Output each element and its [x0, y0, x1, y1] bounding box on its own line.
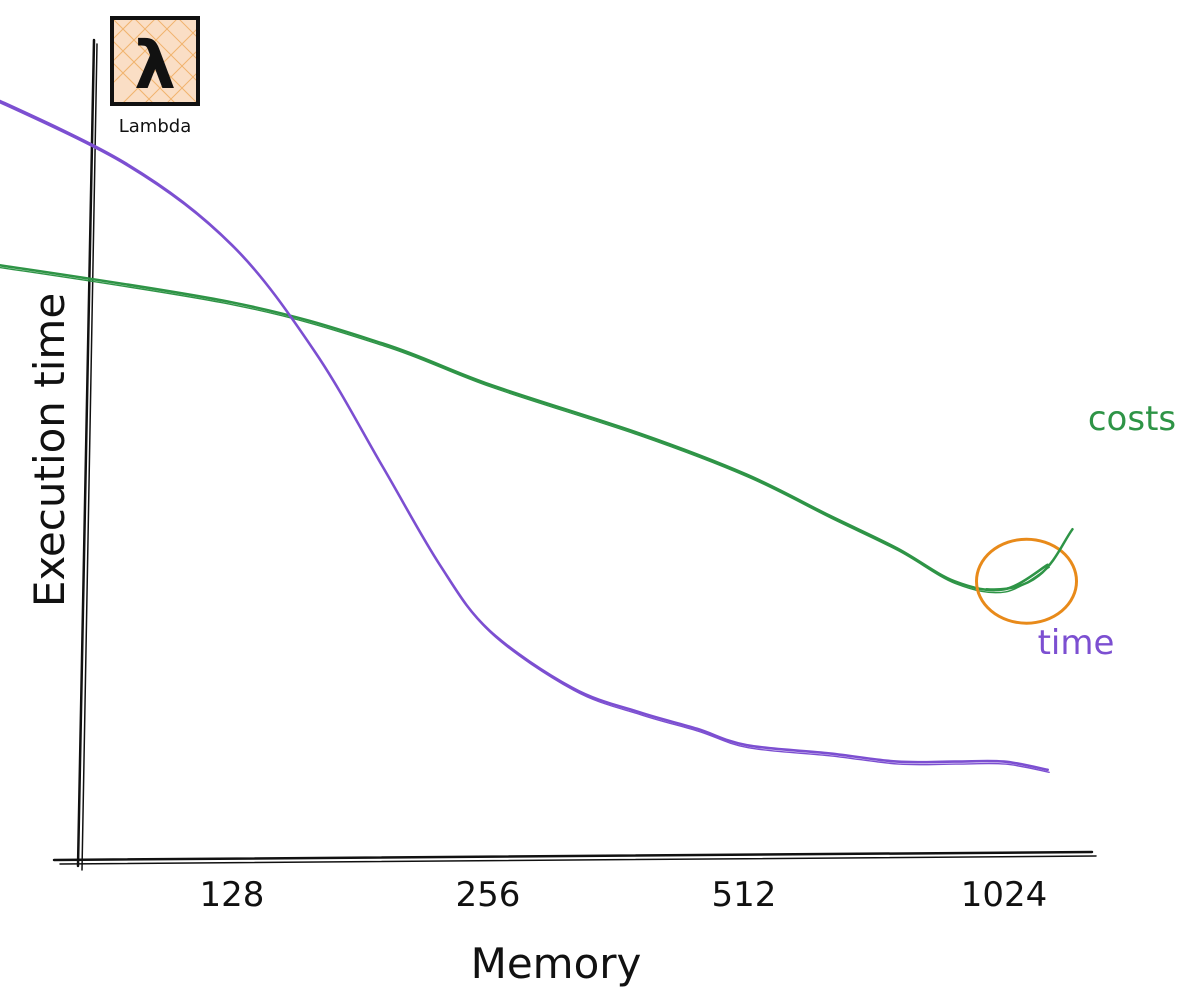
series-layer [0, 99, 1050, 773]
series-label-time: time [1038, 623, 1115, 663]
series-line-time-double [0, 102, 1050, 773]
y-axis-double [81, 43, 98, 871]
series-costs [0, 263, 1050, 594]
x-axis-double [59, 855, 1097, 865]
x-tick-label: 256 [456, 875, 521, 915]
lambda-icon-frame [110, 16, 200, 106]
x-axis [52, 850, 1094, 862]
annotation-circle [975, 537, 1078, 625]
lambda-label: Lambda [119, 116, 191, 137]
x-tick-label: 1024 [961, 875, 1048, 915]
x-tick-labels: 128 256 512 1024 [200, 875, 1048, 915]
lambda-icon: λ [134, 27, 176, 104]
series-label-costs: costs [1088, 399, 1176, 439]
lambda-hatch [111, 17, 199, 105]
series-time [0, 99, 1050, 773]
x-tick-label: 512 [712, 875, 777, 915]
y-axis-title: Execution time [25, 293, 74, 607]
y-axis [76, 38, 96, 868]
series-line-time [0, 99, 1049, 772]
lambda-logo: λ Lambda [110, 16, 200, 137]
x-axis-title: Memory [471, 939, 642, 988]
axes [52, 38, 1097, 871]
annotation-connector [985, 527, 1074, 591]
x-tick-label: 128 [200, 875, 265, 915]
series-line-costs [0, 263, 1049, 592]
series-line-costs-double [0, 266, 1050, 594]
annotation-layer [975, 527, 1078, 625]
